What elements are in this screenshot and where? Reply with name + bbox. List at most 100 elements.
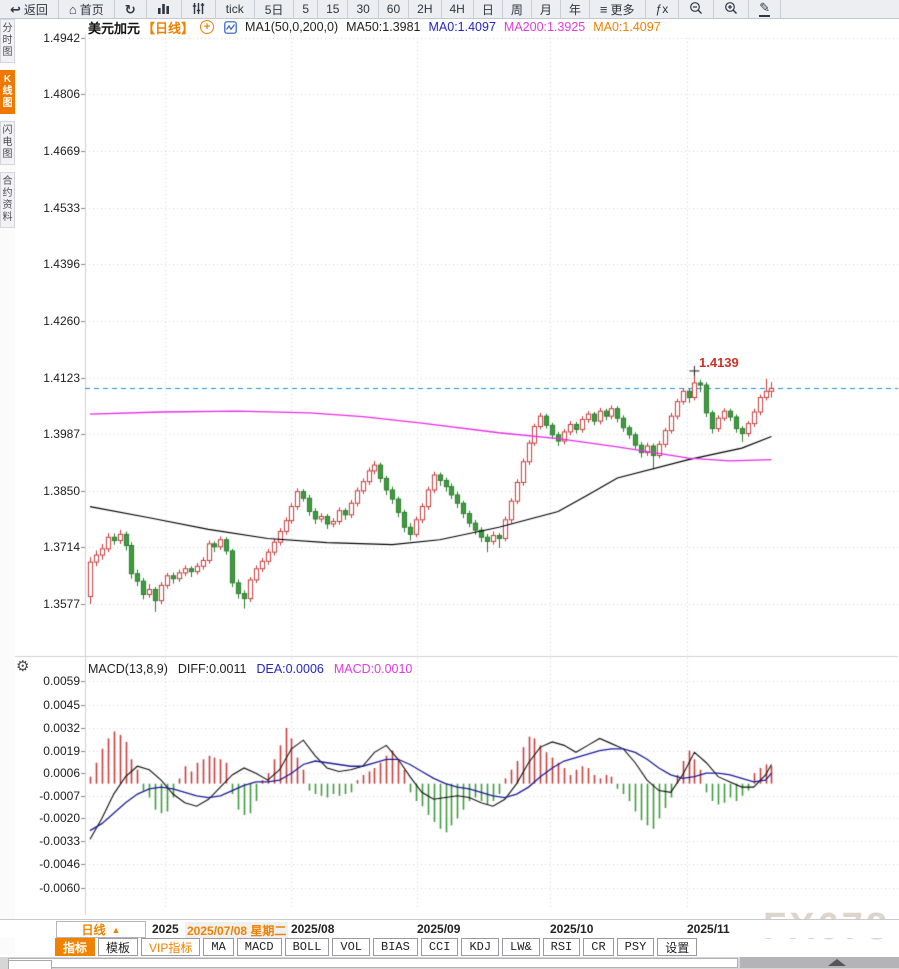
- price-tick-7: 1.3987: [43, 427, 80, 441]
- price-tick-8: 1.3850: [43, 484, 80, 498]
- toolbar-period-year-label: 年: [568, 2, 581, 17]
- toolbar-period-month-label: 月: [539, 2, 552, 17]
- tab-cr[interactable]: CR: [583, 938, 614, 956]
- top-toolbar: ↩ 返回 ⌂ 首页 ↻ tick 5日 5 15 30 60 2H 4H 日 周 月 年 ≡ 更多 ƒx ✎: [0, 0, 899, 19]
- toolbar-period-week-button[interactable]: 周: [503, 0, 532, 18]
- toolbar-period-60-button[interactable]: 60: [379, 0, 410, 18]
- toolbar-period-5-button[interactable]: 5: [294, 0, 319, 18]
- toolbar-tick-button[interactable]: tick: [216, 0, 255, 18]
- toolbar-back-button[interactable]: ↩ 返回: [0, 0, 59, 18]
- toolbar-indicator-settings-icon[interactable]: [182, 0, 216, 18]
- toolbar-more-button[interactable]: ≡ 更多: [590, 0, 646, 18]
- draw-icon: ✎: [759, 0, 771, 17]
- scrollbar-track[interactable]: [8, 958, 738, 968]
- price-tick-6: 1.4123: [43, 371, 80, 385]
- home-icon: ⌂: [68, 1, 77, 17]
- macd-tick-7: -0.0033: [39, 834, 80, 848]
- symbol-name: 美元加元: [88, 20, 141, 36]
- kline-style-icon[interactable]: [224, 20, 237, 34]
- toolbar-period-4h-button[interactable]: 4H: [442, 0, 474, 18]
- period-dropdown-button[interactable]: 日线 ▲: [56, 921, 146, 938]
- price-tick-9: 1.3714: [43, 540, 80, 554]
- tab-vip指标[interactable]: VIP指标: [141, 938, 201, 956]
- toolbar-home-button[interactable]: ⌂ 首页: [59, 0, 115, 18]
- tab-bias[interactable]: BIAS: [373, 938, 418, 956]
- price-tick-3: 1.4533: [43, 201, 80, 215]
- price-tick-1: 1.4806: [43, 87, 80, 101]
- horizontal-scrollbar: [0, 957, 899, 969]
- tab-ma[interactable]: MA: [203, 938, 234, 956]
- toolbar-period-15-label: 15: [326, 2, 340, 16]
- tab-boll[interactable]: BOLL: [284, 938, 330, 956]
- toolbar-zoom-out-icon[interactable]: [679, 0, 715, 18]
- tab-模板[interactable]: 模板: [98, 938, 139, 956]
- toolbar-period-60-label: 60: [386, 2, 401, 16]
- expand-arrow-icon[interactable]: [828, 959, 846, 966]
- sidebar-tab-2[interactable]: 闪电图: [0, 121, 15, 165]
- chart-header: 美元加元 【日线】 + MA1(50,0,200,0) MA50:1.3981 …: [88, 19, 661, 36]
- toolbar-period-month-button[interactable]: 月: [532, 0, 561, 18]
- tab-kdj[interactable]: KDJ: [461, 938, 500, 956]
- date-label-0: 2025: [152, 922, 179, 936]
- toolbar-refresh-icon[interactable]: ↻: [115, 0, 147, 18]
- macd-tick-0: 0.0059: [43, 674, 80, 688]
- sidebar-tab-0[interactable]: 分时图: [0, 19, 15, 63]
- toolbar-draw-icon[interactable]: ✎: [749, 0, 782, 18]
- toolbar-period-30-button[interactable]: 30: [348, 0, 379, 18]
- tab-psy[interactable]: PSY: [616, 938, 655, 956]
- toolbar-period-5d-label: 5日: [264, 2, 284, 17]
- chart-style-icon: [157, 2, 171, 17]
- macd-tick-2: 0.0032: [43, 721, 80, 735]
- period-label: 【日线】: [142, 20, 195, 36]
- scrollbar-thumb[interactable]: [740, 957, 899, 968]
- toolbar-period-15-button[interactable]: 15: [318, 0, 349, 18]
- toolbar-period-5d-button[interactable]: 5日: [255, 0, 295, 18]
- date-label-5: 2025/11: [687, 922, 730, 936]
- toolbar-period-year-button[interactable]: 年: [561, 0, 590, 18]
- tab-cci[interactable]: CCI: [420, 938, 459, 956]
- toolbar-chart-style-icon[interactable]: [147, 0, 182, 18]
- toolbar-period-2h-label: 2H: [417, 2, 433, 16]
- macd-params: MACD(13,8,9): [88, 662, 168, 676]
- selected-date-label: 2025/07/08 星期二: [185, 922, 289, 939]
- toolbar-fx-button[interactable]: ƒx: [646, 0, 680, 18]
- toolbar-period-day-button[interactable]: 日: [474, 0, 503, 18]
- back-icon: ↩: [10, 1, 21, 17]
- refresh-icon: ↻: [124, 1, 136, 17]
- ma-params: MA1(50,0,200,0): [245, 20, 339, 34]
- toolbar-period-4h-label: 4H: [449, 2, 465, 16]
- price-tick-5: 1.4260: [43, 314, 80, 328]
- macd-diff-value: DIFF:0.0011: [177, 662, 247, 676]
- tab-rsi[interactable]: RSI: [542, 938, 581, 956]
- toolbar-period-day-label: 日: [481, 2, 494, 17]
- tab-lw[interactable]: LW&: [502, 938, 540, 956]
- tab-指标[interactable]: 指标: [55, 938, 96, 956]
- tab-vol[interactable]: VOL: [332, 938, 371, 956]
- toolbar-tick-label: tick: [225, 2, 244, 16]
- more-icon: ≡: [599, 1, 608, 17]
- toolbar-fx-label: ƒx: [655, 2, 669, 16]
- macd-tick-8: -0.0046: [39, 857, 80, 871]
- zoom-in-icon: [724, 1, 738, 17]
- ma0-orange-value: MA0:1.4097: [593, 20, 661, 34]
- macd-tick-1: 0.0045: [43, 698, 80, 712]
- toolbar-period-2h-button[interactable]: 2H: [409, 0, 442, 18]
- toolbar-period-week-label: 周: [510, 2, 523, 17]
- tab-macd[interactable]: MACD: [236, 938, 282, 956]
- indicator-tabs-row: 指标 模板 VIP指标 MA MACD BOLL VOL BIAS CCI KDJ LW& RSI CR…: [55, 938, 698, 956]
- toolbar-zoom-in-icon[interactable]: [714, 0, 750, 18]
- plus-circle-icon[interactable]: +: [200, 20, 215, 34]
- sidebar-tab-3[interactable]: 合约资料: [0, 172, 15, 228]
- tab-设置[interactable]: 设置: [657, 938, 698, 956]
- high-price-annotation: 1.4139: [699, 355, 739, 370]
- gear-icon[interactable]: ⚙: [16, 658, 30, 675]
- indicator-settings-icon: [192, 2, 205, 17]
- chevron-up-icon: ▲: [111, 924, 121, 935]
- macd-tick-6: -0.0020: [39, 811, 80, 825]
- date-label-4: 2025/10: [550, 922, 594, 936]
- macd-macd-value: MACD:0.0010: [333, 662, 413, 676]
- macd-tick-5: -0.0007: [39, 789, 80, 803]
